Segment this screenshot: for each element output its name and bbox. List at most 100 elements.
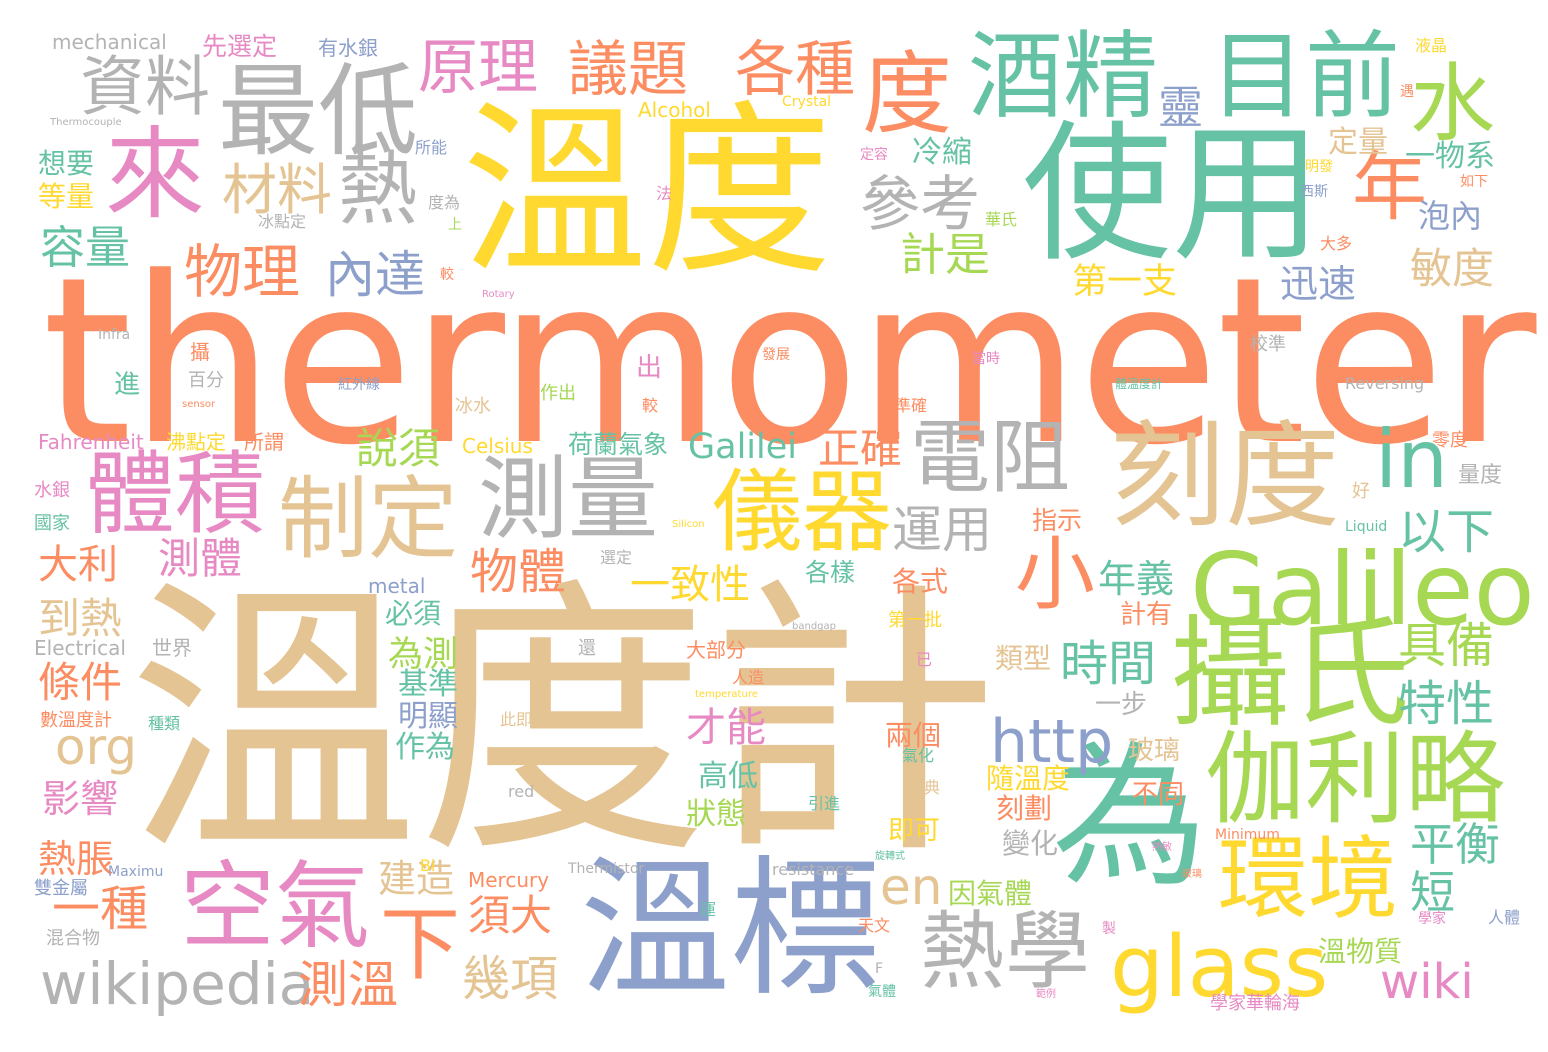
word-suoneng: 所能 — [415, 138, 448, 157]
word-daduo: 大多 — [1320, 234, 1353, 253]
word-galilei: Galilei — [688, 427, 797, 467]
word-yun: 運 — [700, 900, 717, 919]
word-xisi: 西斯 — [1300, 184, 1328, 200]
word-jiyou: 計有 — [1120, 600, 1173, 630]
word-shuangjinshu: 雙金屬 — [34, 878, 88, 899]
word-kongqi: 空氣 — [180, 852, 371, 962]
word-bixu: 必須 — [385, 597, 442, 630]
word-yunyong: 運用 — [892, 501, 992, 559]
word-xuanzhuanshi: 旋轉式 — [875, 851, 905, 862]
word-yinqiti: 因氣體 — [948, 877, 1033, 910]
word-yejing: 液晶 — [1415, 36, 1448, 55]
word-zhi: 製 — [1102, 921, 1116, 937]
word-wenbiao: 溫標 — [580, 843, 881, 1017]
word-gezhong: 各種 — [735, 35, 855, 105]
word-helanqixiang: 荷蘭氣象 — [568, 430, 669, 459]
word-zuowei: 作為 — [395, 730, 455, 765]
word-xuejia: 學家 — [1418, 911, 1446, 927]
word-fa: 法 — [656, 184, 673, 203]
word-feidianding: 沸點定 — [166, 430, 226, 454]
word-yu: 遇 — [1400, 84, 1414, 100]
word-http: http — [990, 707, 1114, 777]
word-cewen: 測溫 — [298, 956, 398, 1014]
word-shijie: 世界 — [152, 636, 192, 660]
word-bingdianding: 冰點定 — [258, 212, 307, 231]
word-dingrong: 定容 — [860, 147, 888, 163]
word-diyipi: 第一批 — [888, 610, 942, 631]
word-liangge: 兩個 — [885, 719, 942, 752]
word-cailiao: 材料 — [222, 158, 333, 222]
word-jike: 即可 — [888, 816, 941, 846]
word-maximu: Maximu — [108, 864, 164, 880]
word-celsius: Celsius — [462, 434, 533, 458]
word-yixia: 以下 — [1398, 504, 1495, 560]
word-ling: 靈 — [1158, 81, 1204, 134]
word-alcohol: Alcohol — [638, 98, 711, 122]
word-sensor: sensor — [182, 399, 216, 410]
word-fanli: 範例 — [1036, 989, 1056, 1000]
word-yiti: 議題 — [568, 35, 688, 105]
word-wei: 為 — [1052, 727, 1207, 908]
word-rexue: 熱學 — [920, 903, 1091, 1002]
word-tiwenduji: 體溫度計 — [1115, 377, 1164, 391]
word-liangdu: 量度 — [1458, 463, 1503, 488]
word-leixing: 類型 — [995, 642, 1052, 675]
word-bandgap: bandgap — [792, 621, 836, 632]
word-galileo: Galileo — [1190, 531, 1535, 648]
word-jishi: 計是 — [900, 228, 991, 281]
word-jixiang: 幾項 — [462, 951, 559, 1007]
word-bi: Bi — [420, 856, 436, 875]
word-mechanical: mechanical — [52, 30, 167, 54]
word-yiwuxi: 一物系 — [1405, 139, 1495, 174]
word-glass: glass — [1110, 918, 1329, 1017]
word-texing: 特性 — [1398, 676, 1495, 732]
word-yizhixing: 一致性 — [630, 562, 750, 608]
word-thermistor: Thermistor — [568, 861, 645, 877]
word-tianwen: 天文 — [858, 916, 891, 935]
word-xuanding: 選定 — [600, 548, 633, 567]
word-qiti: 氣體 — [868, 984, 896, 1000]
word-mingxian: 明顯 — [398, 699, 458, 734]
word-in: in — [1375, 413, 1448, 506]
word-renti: 人體 — [1488, 908, 1521, 927]
word-celiang: 測量 — [478, 447, 658, 552]
word-jianzao: 建造 — [378, 857, 455, 901]
word-nian: 年 — [1352, 143, 1428, 231]
word-neida: 內達 — [325, 246, 425, 304]
word-guojia: 國家 — [34, 513, 70, 534]
word-xianxuanding: 先選定 — [202, 32, 278, 61]
word-duan: 短 — [1410, 866, 1456, 919]
word-mingfa: 明發 — [1305, 159, 1333, 175]
word-bianhua: 變化 — [1002, 827, 1059, 860]
word-huanjing: 環境 — [1218, 827, 1398, 932]
word-she: 攝 — [190, 340, 210, 364]
word-nianyi: 年義 — [1098, 557, 1175, 601]
word-wiki: wiki — [1380, 954, 1474, 1010]
word-kedu: 刻度 — [1110, 410, 1341, 544]
word-boli: 玻璃 — [1128, 736, 1181, 766]
word-re: 熱 — [338, 143, 418, 236]
word-chu: 出 — [636, 353, 663, 383]
word-wendu: 溫度 — [462, 84, 832, 300]
word-kehua: 刻劃 — [996, 792, 1053, 825]
word-xuda: 須大 — [468, 891, 553, 940]
word-baifen: 百分 — [188, 370, 224, 391]
word-shuoxu: 說須 — [356, 424, 441, 473]
word-rongliang: 容量 — [40, 221, 131, 274]
word-f: F — [875, 961, 884, 977]
word-shang: 上 — [448, 217, 462, 233]
word-jizhun: 基準 — [398, 667, 458, 702]
word-qihua: 氣化 — [902, 746, 935, 765]
word-lai: 來 — [105, 116, 205, 233]
word-zhuangtai: 狀態 — [686, 797, 746, 832]
word-hongwaixian: 紅外線 — [338, 377, 380, 393]
word-yingxiang: 影響 — [42, 777, 119, 821]
word-jiao2: 較 — [440, 267, 454, 283]
word-caineng: 才能 — [686, 705, 766, 751]
word-gaodi: 高低 — [698, 759, 758, 794]
word-reversing: Reversing — [1345, 374, 1425, 393]
word-renzao: 人造 — [732, 668, 765, 687]
word-red: red — [508, 782, 535, 801]
word-mercury: Mercury — [468, 868, 550, 892]
word-jialilue: 伽利略 — [1205, 721, 1505, 838]
